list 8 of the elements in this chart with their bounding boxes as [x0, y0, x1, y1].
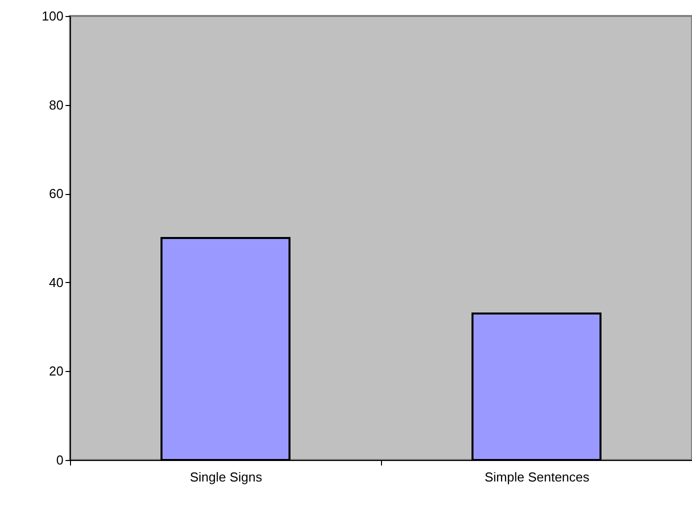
- x-tick-label: Simple Sentences: [484, 470, 590, 484]
- x-tick-label: Single Signs: [190, 470, 263, 484]
- y-tick-label: 60: [49, 186, 64, 202]
- y-tick-label: 80: [49, 97, 64, 112]
- y-tick-label: 20: [49, 364, 64, 379]
- y-tick-label: 40: [49, 274, 64, 290]
- y-tick-label: 100: [42, 8, 64, 24]
- y-tick-label: 0: [56, 452, 64, 468]
